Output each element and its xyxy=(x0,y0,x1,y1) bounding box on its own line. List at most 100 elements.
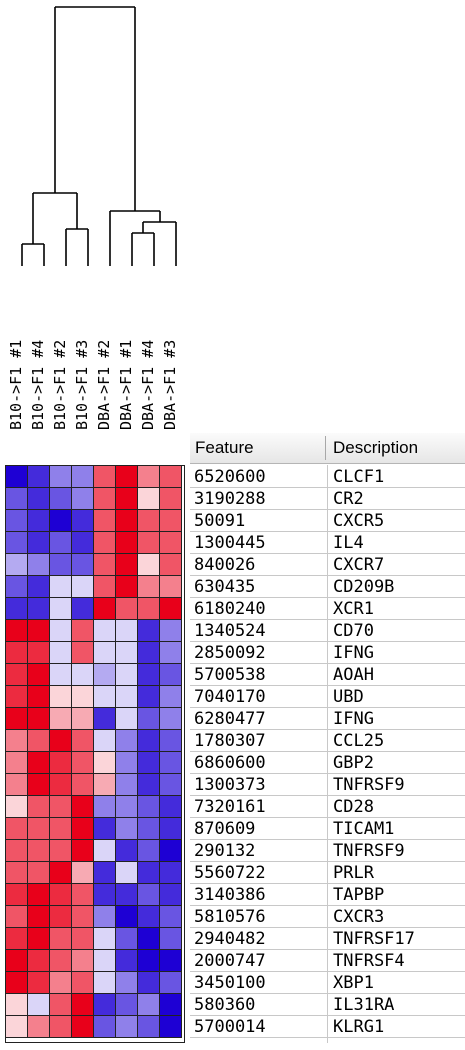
heatmap-cell[interactable] xyxy=(116,466,138,488)
heatmap-cell[interactable] xyxy=(138,840,160,862)
heatmap-cell[interactable] xyxy=(50,774,72,796)
heatmap-cell[interactable] xyxy=(28,818,50,840)
heatmap-cell[interactable] xyxy=(6,708,28,730)
gene-description[interactable]: CXCR3 xyxy=(333,907,385,927)
heatmap-cell[interactable] xyxy=(28,708,50,730)
heatmap-cell[interactable] xyxy=(6,488,28,510)
heatmap-cell[interactable] xyxy=(94,1016,116,1038)
gene-description[interactable]: TNFRSF4 xyxy=(333,951,405,971)
heatmap-cell[interactable] xyxy=(94,950,116,972)
heatmap-cell[interactable] xyxy=(138,686,160,708)
gene-description[interactable]: TNFRSF9 xyxy=(333,775,405,795)
feature-id[interactable]: 5560722 xyxy=(194,863,266,883)
feature-id[interactable]: 6860600 xyxy=(194,753,266,773)
heatmap-cell[interactable] xyxy=(50,598,72,620)
heatmap-cell[interactable] xyxy=(94,620,116,642)
heatmap-cell[interactable] xyxy=(50,708,72,730)
heatmap-cell[interactable] xyxy=(6,840,28,862)
heatmap-cell[interactable] xyxy=(72,884,94,906)
gene-description[interactable]: GBP2 xyxy=(333,753,374,773)
feature-id[interactable]: 5700014 xyxy=(194,1017,266,1037)
heatmap-cell[interactable] xyxy=(6,796,28,818)
heatmap-cell[interactable] xyxy=(160,532,182,554)
heatmap-cell[interactable] xyxy=(72,774,94,796)
heatmap-cell[interactable] xyxy=(72,642,94,664)
gene-description[interactable]: CD209B xyxy=(333,577,395,597)
feature-id[interactable]: 840026 xyxy=(194,555,256,575)
heatmap-cell[interactable] xyxy=(138,730,160,752)
heatmap-cell[interactable] xyxy=(160,620,182,642)
heatmap-cell[interactable] xyxy=(6,466,28,488)
heatmap-cell[interactable] xyxy=(6,752,28,774)
heatmap-cell[interactable] xyxy=(138,620,160,642)
heatmap-cell[interactable] xyxy=(94,642,116,664)
gene-description[interactable]: IFNG xyxy=(333,643,374,663)
heatmap-cell[interactable] xyxy=(116,642,138,664)
heatmap-cell[interactable] xyxy=(160,884,182,906)
heatmap-cell[interactable] xyxy=(6,950,28,972)
gene-description[interactable]: CLCF1 xyxy=(333,467,385,487)
feature-id[interactable]: 2940482 xyxy=(194,929,266,949)
heatmap-cell[interactable] xyxy=(116,774,138,796)
heatmap-cell[interactable] xyxy=(28,862,50,884)
heatmap-cell[interactable] xyxy=(116,752,138,774)
heatmap-cell[interactable] xyxy=(138,752,160,774)
heatmap-cell[interactable] xyxy=(28,642,50,664)
gene-description[interactable]: TNFRSF17 xyxy=(333,929,415,949)
gene-description[interactable]: XCR1 xyxy=(333,599,374,619)
heatmap-cell[interactable] xyxy=(28,972,50,994)
heatmap-cell[interactable] xyxy=(28,664,50,686)
heatmap-cell[interactable] xyxy=(138,950,160,972)
heatmap-cell[interactable] xyxy=(6,972,28,994)
heatmap-cell[interactable] xyxy=(28,510,50,532)
heatmap-cell[interactable] xyxy=(50,884,72,906)
heatmap-cell[interactable] xyxy=(160,642,182,664)
heatmap-cell[interactable] xyxy=(116,686,138,708)
heatmap-cell[interactable] xyxy=(72,862,94,884)
heatmap-cell[interactable] xyxy=(28,752,50,774)
heatmap-cell[interactable] xyxy=(94,554,116,576)
heatmap-cell[interactable] xyxy=(28,598,50,620)
heatmap-cell[interactable] xyxy=(50,950,72,972)
heatmap-cell[interactable] xyxy=(94,686,116,708)
heatmap-cell[interactable] xyxy=(28,730,50,752)
heatmap-cell[interactable] xyxy=(138,818,160,840)
heatmap-cell[interactable] xyxy=(72,510,94,532)
heatmap-cell[interactable] xyxy=(160,928,182,950)
heatmap-cell[interactable] xyxy=(160,488,182,510)
heatmap-cell[interactable] xyxy=(28,554,50,576)
gene-description[interactable]: UBD xyxy=(333,687,364,707)
feature-id[interactable]: 7040170 xyxy=(194,687,266,707)
heatmap-cell[interactable] xyxy=(138,466,160,488)
heatmap-cell[interactable] xyxy=(116,840,138,862)
heatmap-cell[interactable] xyxy=(138,1016,160,1038)
heatmap-cell[interactable] xyxy=(50,510,72,532)
heatmap-cell[interactable] xyxy=(160,950,182,972)
heatmap-cell[interactable] xyxy=(138,598,160,620)
heatmap-cell[interactable] xyxy=(50,642,72,664)
heatmap-cell[interactable] xyxy=(72,928,94,950)
heatmap-cell[interactable] xyxy=(160,796,182,818)
heatmap-cell[interactable] xyxy=(6,554,28,576)
heatmap-cell[interactable] xyxy=(94,752,116,774)
feature-id[interactable]: 290132 xyxy=(194,841,256,861)
heatmap-cell[interactable] xyxy=(50,796,72,818)
heatmap-cell[interactable] xyxy=(116,884,138,906)
feature-id[interactable]: 2000747 xyxy=(194,951,266,971)
heatmap-cell[interactable] xyxy=(138,972,160,994)
heatmap-cell[interactable] xyxy=(138,532,160,554)
feature-id[interactable]: 6280477 xyxy=(194,709,266,729)
heatmap-cell[interactable] xyxy=(138,708,160,730)
heatmap-cell[interactable] xyxy=(50,532,72,554)
heatmap-cell[interactable] xyxy=(28,774,50,796)
heatmap-cell[interactable] xyxy=(138,862,160,884)
heatmap-cell[interactable] xyxy=(138,554,160,576)
gene-description[interactable]: IL31RA xyxy=(333,995,395,1015)
heatmap-cell[interactable] xyxy=(72,818,94,840)
heatmap-cell[interactable] xyxy=(28,466,50,488)
heatmap-cell[interactable] xyxy=(94,576,116,598)
heatmap-cell[interactable] xyxy=(160,510,182,532)
heatmap-cell[interactable] xyxy=(116,576,138,598)
heatmap-cell[interactable] xyxy=(6,884,28,906)
gene-description[interactable]: KLRG1 xyxy=(333,1017,385,1037)
